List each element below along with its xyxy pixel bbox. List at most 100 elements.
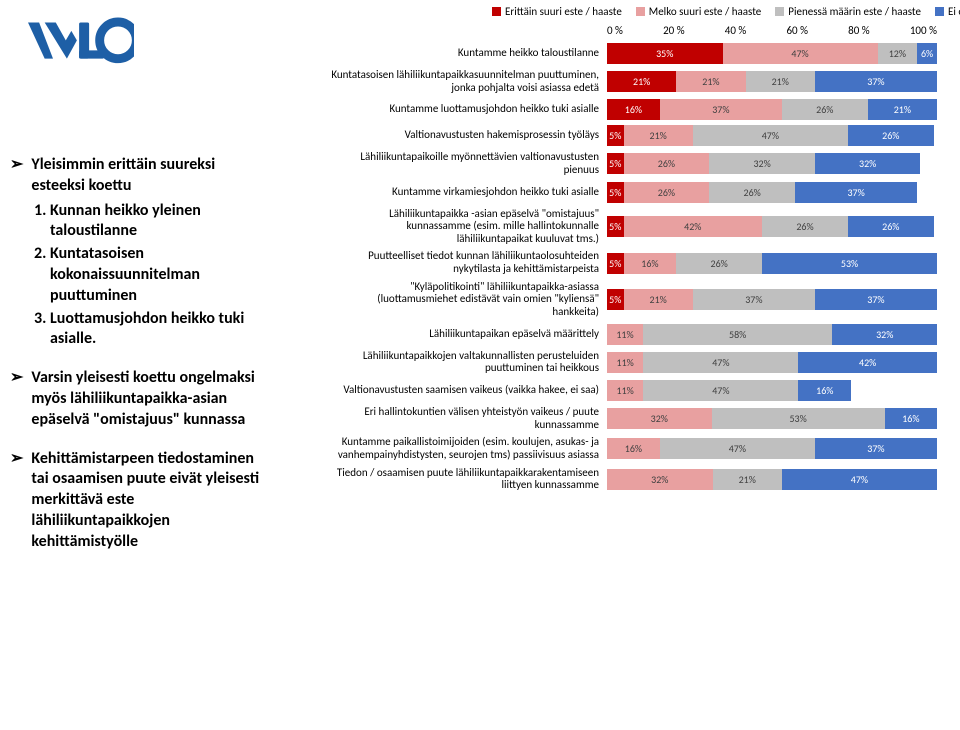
chart-row: Kuntamme heikko taloustilanne35%47%12%6% bbox=[282, 43, 952, 64]
legend: Erittäin suuri este / haaste Melko suuri … bbox=[282, 5, 952, 18]
block3-head: Kehittämistarpeen tiedostaminen tai osaa… bbox=[31, 449, 270, 553]
bar-segment: 21% bbox=[713, 469, 782, 490]
bar-segment: 26% bbox=[624, 153, 710, 174]
bar-segment: 26% bbox=[624, 182, 710, 203]
bar-segment: 26% bbox=[848, 125, 934, 146]
stacked-bar: 5%21%47%26% bbox=[607, 125, 937, 146]
stacked-bar: 5%26%26%37% bbox=[607, 182, 937, 203]
row-label: Eri hallintokuntien välisen yhteistyön v… bbox=[282, 406, 607, 431]
bar-segment: 5% bbox=[607, 253, 624, 274]
bar-segment: 26% bbox=[782, 99, 868, 120]
list-item: Kunnan heikko yleinen taloustilanne bbox=[50, 201, 270, 243]
bar-segment: 21% bbox=[624, 125, 693, 146]
stacked-bar: 5%16%26%53% bbox=[607, 253, 937, 274]
bar-segment: 21% bbox=[746, 71, 815, 92]
row-label: Puutteelliset tiedot kunnan lähiliikunta… bbox=[282, 250, 607, 275]
bar-segment: 37% bbox=[815, 438, 937, 459]
stacked-bar: 21%21%21%37% bbox=[607, 71, 937, 92]
row-label: Lähiliikuntapaikoille myönnettävien valt… bbox=[282, 151, 607, 176]
bar-segment: 47% bbox=[643, 380, 798, 401]
stacked-bar: 11%47%16% bbox=[607, 380, 937, 401]
bar-segment: 26% bbox=[709, 182, 795, 203]
axis-tick: 60 % bbox=[786, 24, 808, 37]
bar-segment: 26% bbox=[762, 216, 848, 237]
bar-segment: 21% bbox=[624, 289, 693, 310]
bar-segment: 32% bbox=[607, 408, 712, 429]
bar-segment: 47% bbox=[643, 352, 798, 373]
legend-item: Ei ollenkaan este / haaste bbox=[935, 5, 960, 18]
row-label: Kuntamme heikko taloustilanne bbox=[282, 47, 607, 60]
chart-row: Kuntatasoisen lähiliikuntapaikkasuunnite… bbox=[282, 69, 952, 94]
bar-segment: 26% bbox=[676, 253, 762, 274]
bar-segment: 58% bbox=[643, 324, 833, 345]
legend-swatch bbox=[775, 7, 784, 16]
legend-label: Erittäin suuri este / haaste bbox=[505, 5, 622, 18]
legend-swatch bbox=[935, 7, 944, 16]
bar-segment: 5% bbox=[607, 153, 624, 174]
bar-segment: 5% bbox=[607, 216, 624, 237]
row-label: Tiedon / osaamisen puute lähiliikuntapai… bbox=[282, 467, 607, 492]
bar-segment: 47% bbox=[693, 125, 848, 146]
chart-row: Lähiliikuntapaikan epäselvä määrittely11… bbox=[282, 324, 952, 345]
stacked-bar: 16%47%37% bbox=[607, 438, 937, 459]
chart-row: Eri hallintokuntien välisen yhteistyön v… bbox=[282, 406, 952, 431]
bar-segment: 47% bbox=[723, 43, 878, 64]
chart-row: Tiedon / osaamisen puute lähiliikuntapai… bbox=[282, 467, 952, 492]
bar-segment: 16% bbox=[798, 380, 851, 401]
chart-row: Kuntamme luottamusjohdon heikko tuki asi… bbox=[282, 99, 952, 120]
chart-row: "Kyläpolitikointi" lähiliikuntapaikka-as… bbox=[282, 281, 952, 319]
stacked-bar: 11%58%32% bbox=[607, 324, 937, 345]
bar-segment: 47% bbox=[660, 438, 815, 459]
chart-row: Lähiliikuntapaikka -asian epäselvä "omis… bbox=[282, 208, 952, 246]
stacked-bar: 32%53%16% bbox=[607, 408, 937, 429]
bar-segment: 16% bbox=[885, 408, 937, 429]
bar-segment: 11% bbox=[607, 352, 643, 373]
x-axis: 0 %20 %40 %60 %80 %100 % bbox=[607, 24, 937, 37]
axis-tick: 0 % bbox=[607, 24, 623, 37]
bar-segment: 5% bbox=[607, 125, 624, 146]
legend-item: Erittäin suuri este / haaste bbox=[492, 5, 622, 18]
list-item: Kuntatasoisen kokonaissuunnitelman puutt… bbox=[50, 244, 270, 306]
block1-list: Kunnan heikko yleinen taloustilanne Kunt… bbox=[10, 201, 270, 351]
summary-text: ➢Yleisimmin erittäin suureksi esteeksi k… bbox=[10, 155, 270, 571]
bar-segment: 21% bbox=[607, 71, 676, 92]
bar-segment: 32% bbox=[709, 153, 815, 174]
bar-segment: 11% bbox=[607, 380, 643, 401]
row-label: "Kyläpolitikointi" lähiliikuntapaikka-as… bbox=[282, 281, 607, 319]
bar-segment: 37% bbox=[693, 289, 815, 310]
bar-segment: 5% bbox=[607, 289, 624, 310]
legend-item: Melko suuri este / haaste bbox=[636, 5, 761, 18]
row-label: Kuntamme luottamusjohdon heikko tuki asi… bbox=[282, 103, 607, 116]
row-label: Kuntamme paikallistoimijoiden (esim. kou… bbox=[282, 436, 607, 461]
row-label: Lähiliikuntapaikka -asian epäselvä "omis… bbox=[282, 208, 607, 246]
bar-segment: 32% bbox=[815, 153, 921, 174]
chart-row: Kuntamme paikallistoimijoiden (esim. kou… bbox=[282, 436, 952, 461]
bar-segment: 35% bbox=[607, 43, 723, 64]
stacked-bar: 11%47%42% bbox=[607, 352, 937, 373]
logo bbox=[22, 17, 134, 67]
legend-label: Melko suuri este / haaste bbox=[649, 5, 761, 18]
chart-row: Lähiliikuntapaikkojen valtakunnallisten … bbox=[282, 350, 952, 375]
bar-segment: 11% bbox=[607, 324, 643, 345]
bar-segment: 37% bbox=[660, 99, 782, 120]
row-label: Valtionavustusten hakemisprosessin työlä… bbox=[282, 129, 607, 142]
stacked-bar: 5%21%37%37% bbox=[607, 289, 937, 310]
legend-label: Pienessä määrin este / haaste bbox=[788, 5, 921, 18]
chart-row: Kuntamme virkamiesjohdon heikko tuki asi… bbox=[282, 182, 952, 203]
row-label: Lähiliikuntapaikan epäselvä määrittely bbox=[282, 328, 607, 341]
bar-segment: 53% bbox=[762, 253, 937, 274]
chart-row: Valtionavustusten hakemisprosessin työlä… bbox=[282, 125, 952, 146]
block1-head: Yleisimmin erittäin suureksi esteeksi ko… bbox=[31, 155, 270, 197]
legend-swatch bbox=[492, 7, 501, 16]
bar-segment: 21% bbox=[676, 71, 745, 92]
stacked-bar: 16%37%26%21% bbox=[607, 99, 937, 120]
chart-row: Lähiliikuntapaikoille myönnettävien valt… bbox=[282, 151, 952, 176]
bar-segment: 37% bbox=[815, 71, 937, 92]
legend-swatch bbox=[636, 7, 645, 16]
list-item: Luottamusjohdon heikko tuki asialle. bbox=[50, 309, 270, 351]
bar-segment: 16% bbox=[607, 99, 660, 120]
axis-tick: 40 % bbox=[725, 24, 747, 37]
bar-segment: 37% bbox=[815, 289, 937, 310]
legend-item: Pienessä määrin este / haaste bbox=[775, 5, 921, 18]
block2-head: Varsin yleisesti koettu ongelmaksi myös … bbox=[31, 368, 270, 430]
